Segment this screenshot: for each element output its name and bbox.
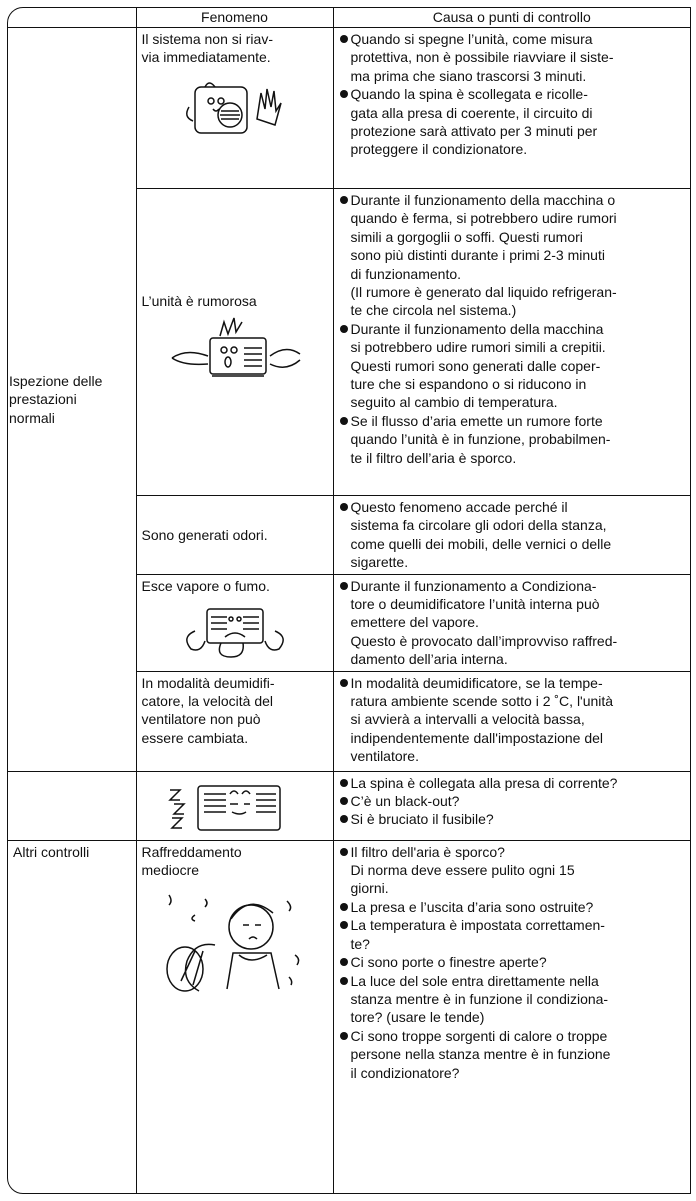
phenomenon-text: Sono generati odori. (141, 526, 268, 543)
illustration (165, 895, 299, 993)
cause-item: La temperatura è impostata correttamen- … (339, 916, 686, 953)
phenomenon-cell: Esce vapore o fumo. (136, 573, 334, 672)
table-frame: Fenomeno Causa o punti di controllo Ispez… (7, 7, 691, 1194)
cause-cell: La spina è collegata alla presa di corre… (332, 770, 690, 841)
phenomenon-cell (135, 770, 334, 841)
table-row: Esce vapore o fumo. Durante il funzioname… (8, 573, 690, 672)
table-row: In modalità deumidifi- catore, la veloci… (8, 670, 690, 772)
table-row: Ispezione delle prestazioni normali Il si… (8, 27, 690, 772)
cause-item: Ci sono porte o finestre aperte? (339, 953, 686, 971)
cause-item: Quando la spina è scollegata e ricolle- … (339, 85, 686, 159)
section-label (8, 770, 137, 841)
section-label: Altri controlli (8, 839, 137, 1193)
phenomenon-text: Il sistema non si riav- via immediatamen… (141, 31, 273, 66)
table-row: Altri controlli Raffreddamento mediocre Il… (8, 839, 690, 1193)
phenomenon-cell: Sono generati odori. (136, 495, 334, 575)
cause-item: Si è bruciato il fusibile? (339, 810, 686, 828)
cause-cell: Il filtro dell'aria è sporco? Di norma d… (332, 839, 690, 1193)
header-cell: Fenomeno (135, 8, 334, 28)
cause-item: Durante il funzionamento della macchina … (339, 191, 686, 320)
cause-item: Durante il funzionamento a Condiziona- t… (339, 577, 686, 669)
table-row: Sono generati odori. Questo fenomeno acca… (8, 495, 690, 575)
cause-cell: Durante il funzionamento della macchina … (332, 188, 690, 496)
table-row: La spina è collegata alla presa di corre… (8, 770, 690, 841)
phenomenon-text: Raffreddamento mediocre (141, 843, 242, 879)
cause-cell: Questo fenomeno accade perché il sistema… (332, 495, 690, 575)
cause-item: Il filtro dell'aria è sporco? Di norma d… (339, 843, 686, 898)
cause-item: La luce del sole entra direttamente nell… (339, 972, 686, 1027)
illustration (185, 82, 282, 134)
phenomenon-cell: In modalità deumidifi- catore, la veloci… (136, 670, 334, 772)
cause-item: Quando si spegne l’unità, come misura pr… (339, 30, 686, 85)
cause-item: Se il flusso d’aria emette un rumore for… (339, 412, 686, 467)
cause-item: La presa e l’uscita d’aria sono ostruite… (339, 898, 686, 916)
cause-cell: Durante il funzionamento a Condiziona- t… (332, 573, 690, 672)
illustration (167, 784, 281, 831)
cause-item: Durante il funzionamento della macchina … (339, 320, 686, 412)
illustration (171, 317, 300, 377)
phenomenon-cell: Raffreddamento mediocre (135, 839, 334, 1193)
cause-item: C’è un black-out? (339, 792, 686, 810)
phenomenon-cell: Il sistema non si riav- via immediatamen… (135, 27, 334, 189)
phenomenon-text: Esce vapore o fumo. (141, 577, 270, 594)
cause-item: Ci sono troppe sorgenti di calore o trop… (339, 1027, 686, 1082)
table-row: L’unità è rumorosa Durante il funzionamen… (8, 188, 690, 496)
illustration (185, 608, 284, 658)
blank-header (8, 8, 137, 28)
cause-cell: Quando si spegne l’unità, come misura pr… (332, 27, 690, 189)
cause-item: La spina è collegata alla presa di corre… (339, 774, 686, 792)
phenomenon-text: In modalità deumidifi- catore, la veloci… (141, 674, 275, 746)
troubleshooting-table: Fenomeno Causa o punti di controllo Ispez… (8, 8, 690, 1193)
cause-item: Questo fenomeno accade perché il sistema… (339, 498, 686, 572)
cause-item: In modalità deumidificatore, se la tempe… (339, 674, 686, 766)
cause-cell: In modalità deumidificatore, se la tempe… (332, 670, 690, 772)
section-label: Ispezione delle prestazioni normali (8, 27, 137, 772)
phenomenon-text: L’unità è rumorosa (141, 292, 257, 309)
header-cell: Causa o punti di controllo (332, 8, 690, 28)
phenomenon-cell: L’unità è rumorosa (136, 188, 334, 496)
